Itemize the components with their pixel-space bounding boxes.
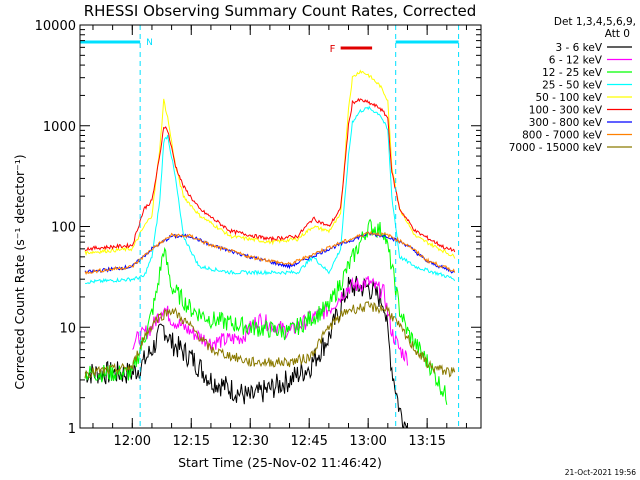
legend-label-4: 50 - 100 keV: [535, 92, 602, 104]
series-line-0: [84, 275, 408, 428]
y-tick-label-3: 1000: [43, 120, 76, 135]
flare-label: F: [330, 44, 336, 55]
series-line-5: [84, 97, 456, 253]
night-label: N: [146, 38, 153, 48]
legend-header-line2: Att 0: [605, 28, 630, 40]
legend-label-0: 3 - 6 keV: [555, 42, 602, 54]
x-tick-label-1: 12:15: [173, 434, 210, 449]
y-tick-label-2: 100: [51, 221, 76, 236]
y-tick-label-1: 10: [59, 321, 76, 336]
y-tick-label-4: 10000: [35, 19, 76, 34]
annotation-layer: NF: [79, 25, 460, 428]
legend-label-1: 6 - 12 keV: [549, 55, 603, 67]
legend-label-5: 100 - 300 keV: [529, 105, 603, 117]
x-axis-label: Start Time (25-Nov-02 11:46:42): [178, 455, 382, 470]
x-tick-label-0: 12:00: [114, 434, 151, 449]
legend-header-line1: Det 1,3,4,5,6,9,: [554, 16, 636, 28]
series-line-2: [84, 218, 448, 405]
series-line-3: [85, 105, 456, 285]
x-tick-label-5: 13:15: [408, 434, 445, 449]
timestamp: 21-Oct-2021 19:56: [565, 468, 636, 477]
series-layer: [84, 69, 456, 428]
legend-label-6: 300 - 800 keV: [529, 117, 603, 129]
legend-label-3: 25 - 50 keV: [542, 80, 603, 92]
legend-label-2: 12 - 25 keV: [542, 67, 603, 79]
legend-label-7: 800 - 7000 keV: [522, 130, 603, 142]
x-tick-label-3: 12:45: [290, 434, 327, 449]
y-tick-label-0: 1: [68, 422, 76, 437]
chart-title: RHESSI Observing Summary Count Rates, Co…: [84, 2, 477, 20]
series-line-8: [84, 300, 456, 379]
x-tick-label-4: 13:00: [349, 434, 386, 449]
series-line-7: [84, 230, 456, 275]
x-axis: 12:00 12:15 12:30 12:45 13:00 13:15: [92, 25, 467, 449]
legend-label-8: 7000 - 15000 keV: [509, 142, 603, 154]
series-line-1: [132, 276, 408, 366]
y-axis-label: Corrected Count Rate (s⁻¹ detector⁻¹): [12, 154, 27, 389]
y-axis: 1 10 100 1000 10000: [35, 19, 481, 437]
x-tick-label-2: 12:30: [231, 434, 268, 449]
